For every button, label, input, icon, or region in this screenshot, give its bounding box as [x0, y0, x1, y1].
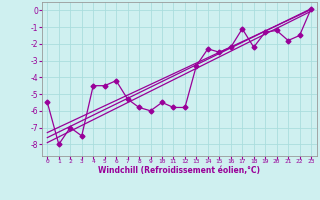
- X-axis label: Windchill (Refroidissement éolien,°C): Windchill (Refroidissement éolien,°C): [98, 166, 260, 175]
